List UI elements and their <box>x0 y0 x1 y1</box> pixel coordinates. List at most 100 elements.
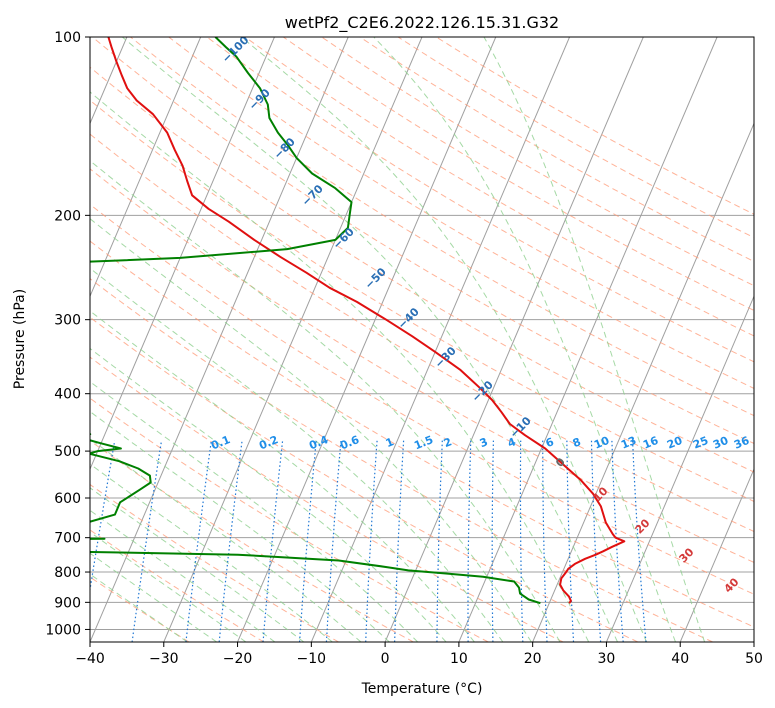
y-tick-label: 1000 <box>45 622 81 638</box>
temperature-profile-line <box>107 37 626 604</box>
x-tick-label: 20 <box>524 651 542 667</box>
y-axis-label: Pressure (hPa) <box>12 289 28 389</box>
mixing-ratio-line <box>262 440 284 642</box>
isotherm-line <box>532 122 754 642</box>
x-tick-label: −40 <box>75 651 105 667</box>
mixing-ratio-label: 0.1 <box>209 433 232 452</box>
mixing-ratio-line <box>90 440 116 594</box>
dry-adiabat-label: −100 <box>220 33 252 65</box>
mixing-ratio-line <box>611 440 624 642</box>
y-tick-label: 100 <box>54 30 81 46</box>
dry-adiabat-line <box>90 316 639 642</box>
moist-adiabat-line <box>373 37 676 642</box>
mixing-ratio-line <box>519 440 524 642</box>
x-tick-label: 0 <box>381 651 390 667</box>
line-labels: −100−90−80−70−60−50−40−30−20−10010203040… <box>209 33 751 596</box>
dry-adiabat-line <box>359 37 754 263</box>
dry-adiabat-line <box>91 37 754 445</box>
mixing-ratio-line <box>467 440 472 642</box>
dry-adiabat-line <box>90 203 754 595</box>
isotherm-line <box>90 37 275 471</box>
mixing-ratio-label: 25 <box>691 434 710 452</box>
x-tick-label: −10 <box>297 651 327 667</box>
moist-adiabat-line <box>121 37 618 642</box>
y-tick-label: 500 <box>54 444 81 460</box>
mixing-ratio-label: 3 <box>478 435 490 450</box>
dry-adiabat-line <box>90 529 265 642</box>
y-tick-label: 600 <box>54 491 81 507</box>
y-tick-label: 700 <box>54 531 81 547</box>
mixing-ratio-line <box>218 440 243 642</box>
y-tick-label: 800 <box>54 565 81 581</box>
moist-adiabat-line <box>90 160 561 642</box>
mixing-ratio-label: 2 <box>442 435 454 450</box>
dry-adiabat-line <box>90 440 414 642</box>
dry-adiabat-label: −70 <box>299 182 326 209</box>
mixing-ratio-label: 16 <box>641 434 660 452</box>
moist-adiabat-line <box>90 310 475 642</box>
moist-adiabat-label: 40 <box>722 575 742 595</box>
mixing-ratio-label: 36 <box>732 434 751 452</box>
dry-adiabat-line <box>130 37 754 417</box>
mixing-ratio-line <box>632 440 647 642</box>
dry-adiabat-line <box>90 240 754 628</box>
dry-adiabat-label: −40 <box>395 305 422 332</box>
moist-adiabat-line <box>90 438 362 642</box>
axes: −40 −30 −20 −10 0 10 20 30 40 5010020030040050060… <box>45 30 763 667</box>
y-tick-label: 400 <box>54 387 81 403</box>
moist-adiabat-line <box>90 267 504 642</box>
profile-lines <box>90 37 626 605</box>
y-tick-label: 900 <box>54 595 81 611</box>
x-tick-label: −30 <box>149 651 179 667</box>
mixing-ratio-line <box>491 440 494 642</box>
moist-adiabat-line <box>90 573 188 642</box>
moist-adiabat-line <box>90 347 447 642</box>
dry-adiabat-line <box>244 37 754 337</box>
mixing-ratio-line <box>131 440 163 642</box>
moist-adiabat-line <box>90 410 390 642</box>
isotherm-line <box>753 640 754 642</box>
moist-adiabat-label: 30 <box>677 545 697 565</box>
mixing-ratio-line <box>325 440 342 642</box>
x-tick-label: 50 <box>745 651 763 667</box>
mixing-ratio-label: 1 <box>384 435 396 450</box>
mixing-ratio-line <box>365 440 378 642</box>
isotherm-line <box>458 37 718 642</box>
dry-adiabat-line <box>90 483 339 642</box>
dry-adiabat-line <box>90 168 754 563</box>
dry-adiabat-line <box>90 397 489 642</box>
moist-adiabat-line <box>90 91 590 642</box>
mixing-ratio-label: 13 <box>619 434 638 452</box>
dry-adiabat-line <box>90 356 564 642</box>
moist-adiabat-line <box>90 552 217 642</box>
dry-adiabat-label: −60 <box>330 225 357 252</box>
mixing-ratio-label: 10 <box>592 434 611 452</box>
dry-adiabat-line <box>90 133 754 533</box>
isotherm-line <box>90 37 202 298</box>
mixing-ratio-label: 0.6 <box>338 433 361 452</box>
isotherm-line <box>679 467 754 642</box>
mixing-ratio-line <box>394 440 405 642</box>
moist-adiabat-line <box>90 509 276 642</box>
isotherm-line <box>605 295 754 642</box>
mixing-ratio-line <box>566 440 575 642</box>
dry-adiabat-line <box>435 37 754 215</box>
mixing-ratio-line <box>185 440 212 642</box>
plot-frame <box>89 36 755 643</box>
mixing-ratio-label: 1.5 <box>412 433 435 452</box>
mixing-ratio-label: 8 <box>571 435 583 450</box>
isotherm-line <box>237 37 497 642</box>
x-tick-label: 10 <box>450 651 468 667</box>
mixing-ratio-label: 30 <box>711 434 730 452</box>
isotherm-line <box>163 37 423 642</box>
moist-adiabat-line <box>90 218 532 642</box>
x-tick-label: −20 <box>223 651 253 667</box>
mixing-ratio-line <box>590 440 602 642</box>
mixing-ratio-label: 0.2 <box>257 433 280 452</box>
moist-adiabat-line <box>90 487 305 642</box>
isotherm-line <box>90 37 349 642</box>
mixing-ratio-line <box>299 440 317 642</box>
x-tick-label: 40 <box>671 651 689 667</box>
moist-adiabat-line <box>240 37 647 642</box>
